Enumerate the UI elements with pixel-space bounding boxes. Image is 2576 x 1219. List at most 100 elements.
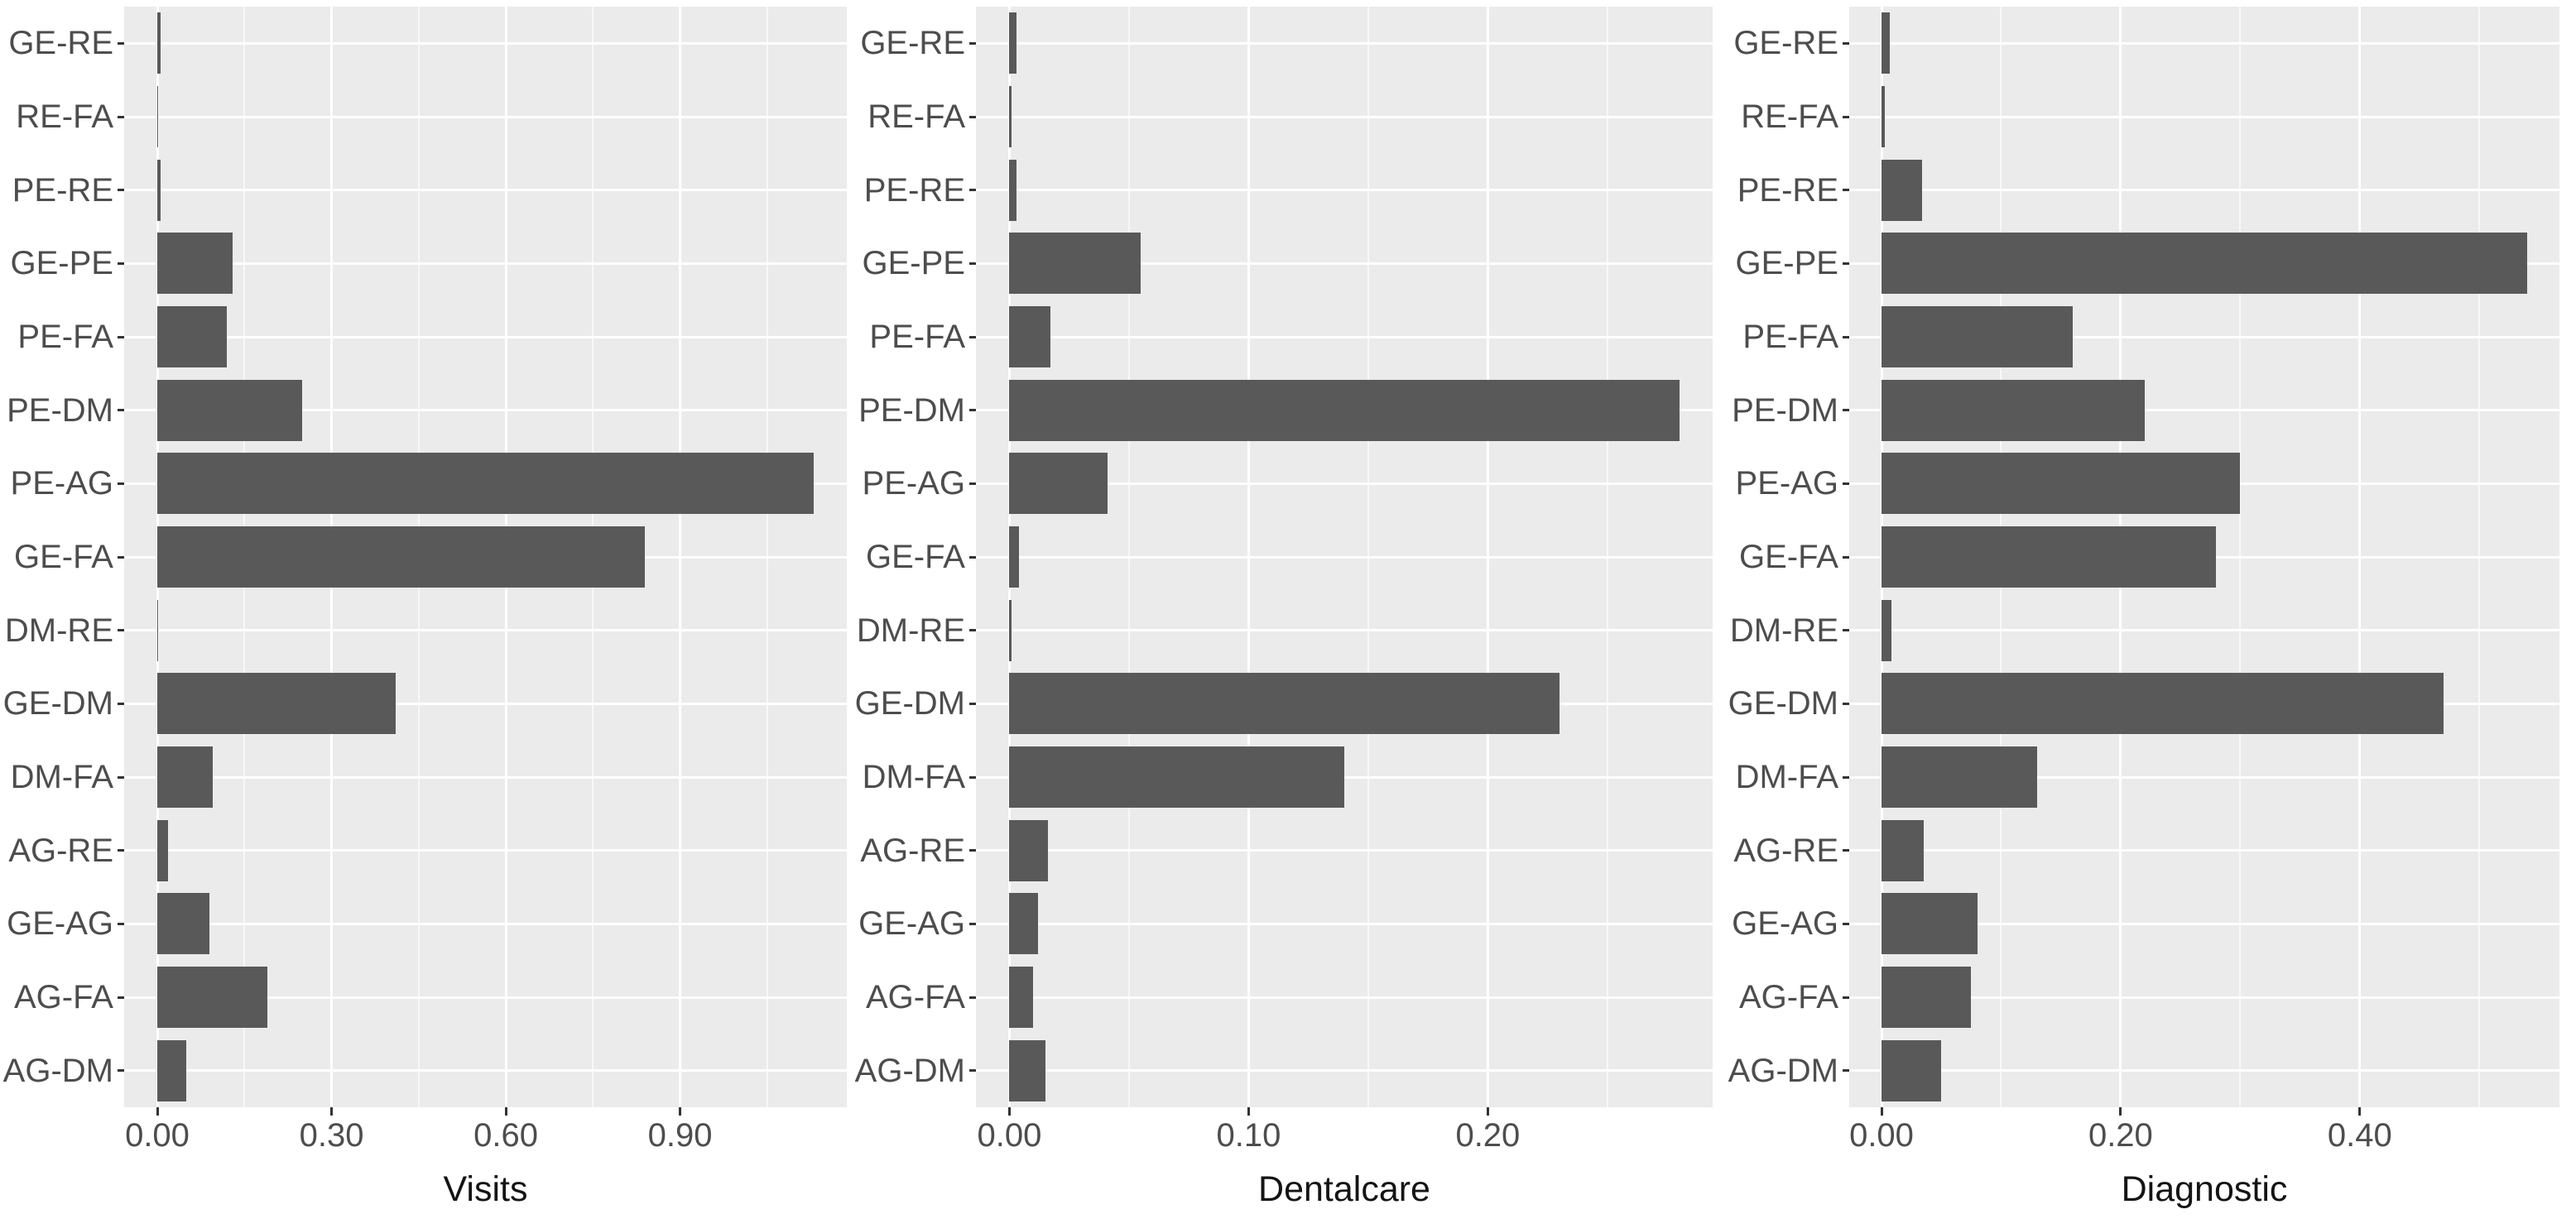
bar-GE-AG	[1882, 893, 1978, 955]
y-tick-mark	[969, 849, 976, 852]
y-label-row: GE-AG	[1713, 887, 1849, 961]
h-gridline	[124, 922, 847, 925]
y-axis-label: AG-DM	[2, 1052, 113, 1089]
x-tick-label: 0.30	[299, 1117, 364, 1154]
bar-PE-AG	[1009, 453, 1108, 515]
h-gridline	[1849, 1069, 2559, 1073]
bar-GE-FA	[157, 526, 646, 588]
y-tick-mark	[1843, 189, 1849, 192]
dentalcare-chart: GE-RE RE-FA PE-RE GE-PE PE-FA PE-DM PE-AG GE-FA…	[847, 7, 1713, 1207]
h-gridline	[976, 922, 1713, 925]
y-label-row: GE-DM	[0, 667, 124, 741]
y-label-row: GE-DM	[1713, 667, 1849, 741]
bar-PE-DM	[1009, 379, 1680, 441]
y-axis-label: AG-FA	[865, 979, 965, 1016]
h-gridline	[1849, 996, 2559, 999]
x-tick-mark	[1486, 1107, 1489, 1116]
dentalcare-y-axis-labels: GE-RE RE-FA PE-RE GE-PE PE-FA PE-DM PE-AG GE-FA…	[847, 7, 976, 1107]
y-label-row: DM-RE	[0, 593, 124, 667]
y-label-row: AG-RE	[0, 813, 124, 887]
y-axis-label: DM-FA	[10, 759, 113, 796]
faceted-bar-charts: GE-RE RE-FA PE-RE GE-PE PE-FA PE-DM PE-AG GE-FA…	[0, 7, 2576, 1207]
y-tick-mark	[969, 41, 976, 45]
h-gridline	[976, 996, 1713, 999]
h-gridline	[124, 189, 847, 192]
y-tick-mark	[969, 922, 976, 925]
v-gridline-minor	[1127, 7, 1130, 1107]
y-tick-mark	[1843, 115, 1849, 118]
y-axis-label: AG-DM	[854, 1052, 965, 1089]
y-label-row: AG-DM	[847, 1034, 976, 1107]
bar-PE-RE	[1009, 159, 1017, 221]
v-gridline-minor	[766, 7, 768, 1107]
x-tick-mark	[2119, 1107, 2122, 1116]
y-axis-label: PE-FA	[869, 319, 965, 356]
bar-DM-FA	[157, 746, 213, 808]
y-label-row: DM-FA	[1713, 741, 1849, 814]
y-axis-label: GE-RE	[1733, 25, 1838, 62]
diagnostic-y-axis-labels: GE-RE RE-FA PE-RE GE-PE PE-FA PE-DM PE-AG GE-FA…	[1713, 7, 1849, 1107]
h-gridline	[124, 409, 847, 412]
bar-AG-FA	[1882, 967, 1972, 1028]
bar-DM-RE	[157, 599, 159, 661]
x-tick-label: 0.00	[125, 1117, 190, 1154]
y-label-row: DM-RE	[847, 593, 976, 667]
x-tick-label: 0.00	[1849, 1117, 1914, 1154]
bar-AG-FA	[1009, 967, 1034, 1028]
bar-GE-DM	[1882, 673, 2444, 735]
v-gridline-major	[2358, 7, 2362, 1107]
bar-GE-RE	[1882, 12, 1891, 74]
x-tick-label: 0.10	[1216, 1117, 1281, 1154]
y-tick-mark	[118, 922, 124, 925]
h-gridline	[124, 1069, 847, 1073]
y-label-row: GE-FA	[847, 521, 976, 594]
y-axis-label: GE-RE	[860, 25, 965, 62]
bar-PE-DM	[157, 379, 303, 441]
y-label-row: AG-RE	[1713, 813, 1849, 887]
bar-GE-FA	[1009, 526, 1019, 588]
y-tick-mark	[969, 409, 976, 412]
bar-RE-FA	[157, 86, 158, 147]
y-axis-label: DM-FA	[862, 759, 965, 796]
diagnostic-x-axis-title: Diagnostic	[2121, 1169, 2288, 1209]
x-tick-label: 0.90	[647, 1117, 713, 1154]
y-label-row: DM-RE	[1713, 593, 1849, 667]
h-gridline	[124, 262, 847, 265]
x-tick-mark	[679, 1107, 682, 1116]
y-label-row: GE-PE	[847, 227, 976, 300]
y-axis-label: AG-FA	[13, 979, 113, 1016]
bar-DM-RE	[1882, 599, 1891, 661]
h-gridline	[976, 115, 1713, 118]
diagnostic-chart: GE-RE RE-FA PE-RE GE-PE PE-FA PE-DM PE-AG GE-FA…	[1713, 7, 2559, 1207]
y-tick-mark	[118, 482, 124, 485]
bar-RE-FA	[1882, 86, 1886, 147]
y-label-row: GE-AG	[0, 887, 124, 961]
y-axis-label: AG-RE	[860, 832, 965, 869]
v-gridline-minor	[1367, 7, 1369, 1107]
y-axis-label: GE-AG	[1732, 905, 1838, 943]
y-label-row: PE-DM	[847, 373, 976, 447]
y-tick-mark	[1843, 1069, 1849, 1073]
bar-PE-FA	[157, 306, 228, 367]
y-tick-mark	[118, 629, 124, 632]
y-axis-label: GE-FA	[13, 539, 113, 576]
h-gridline	[976, 775, 1713, 779]
h-gridline	[124, 775, 847, 779]
y-tick-mark	[969, 996, 976, 999]
bar-DM-FA	[1882, 746, 2037, 808]
h-gridline	[1849, 409, 2559, 412]
h-gridline	[976, 629, 1713, 632]
h-gridline	[976, 41, 1713, 45]
y-tick-mark	[1843, 702, 1849, 705]
y-label-row: DM-FA	[847, 741, 976, 814]
y-tick-mark	[1843, 775, 1849, 779]
y-axis-label: GE-AG	[858, 905, 965, 943]
h-gridline	[1849, 849, 2559, 852]
h-gridline	[976, 262, 1713, 265]
y-tick-mark	[1843, 409, 1849, 412]
y-tick-mark	[1843, 262, 1849, 265]
y-label-row: GE-PE	[0, 227, 124, 300]
y-label-row: GE-PE	[1713, 227, 1849, 300]
y-axis-label: RE-FA	[1741, 98, 1838, 135]
dentalcare-x-axis: 0.00 0.10 0.20	[976, 1107, 1713, 1159]
